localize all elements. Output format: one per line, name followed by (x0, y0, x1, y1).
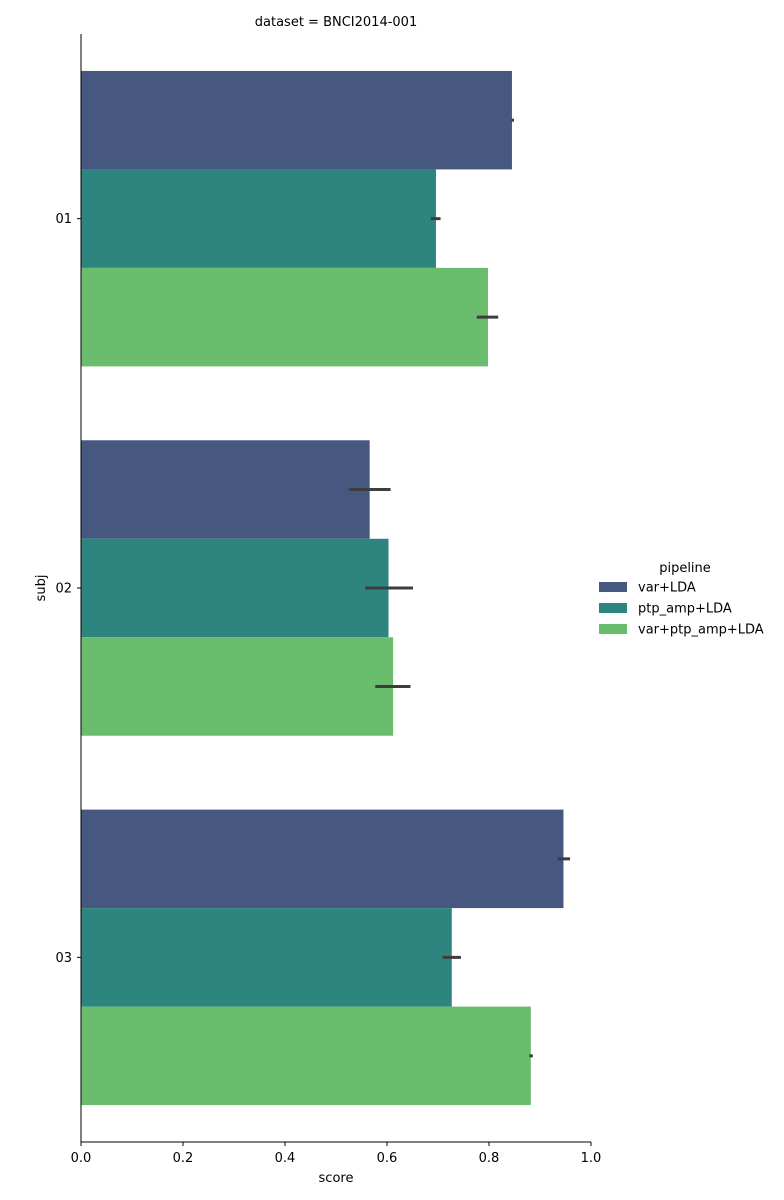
x-tick-label: 0.4 (275, 1151, 296, 1166)
bar (81, 70, 512, 170)
x-tick-label: 0.8 (479, 1151, 500, 1166)
legend-title: pipeline (659, 561, 711, 576)
legend-swatch (599, 582, 627, 592)
bar (81, 1006, 531, 1106)
bar (81, 538, 389, 638)
legend-swatch (599, 624, 627, 634)
axes-layer: 01 02 03 0.0 0.2 0.4 0.6 0.8 1.0 (55, 34, 601, 1166)
legend-label: var+LDA (638, 581, 696, 596)
legend-label: ptp_amp+LDA (638, 602, 732, 617)
bar (81, 169, 436, 268)
x-tick-label: 1.0 (581, 1151, 602, 1166)
bar (81, 440, 370, 539)
legend-label: var+ptp_amp+LDA (638, 623, 764, 638)
chart-title: dataset = BNCI2014-001 (255, 15, 417, 30)
x-tick-label: 0.2 (173, 1151, 194, 1166)
bar (81, 267, 488, 367)
y-tick-label: 03 (55, 951, 72, 966)
y-tick-label: 01 (55, 212, 72, 227)
x-axis-label: score (319, 1171, 354, 1186)
legend: pipeline var+LDA ptp_amp+LDA var+ptp_amp+L… (599, 561, 764, 638)
legend-swatch (599, 603, 627, 613)
bars-layer (81, 70, 564, 1106)
x-tick-label: 0.6 (377, 1151, 398, 1166)
x-tick-label: 0.0 (71, 1151, 92, 1166)
legend-items: var+LDA ptp_amp+LDA var+ptp_amp+LDA (599, 581, 764, 638)
bar (81, 908, 452, 1007)
error-bars-layer (348, 118, 571, 1058)
y-axis-label: subj (34, 575, 49, 602)
bar (81, 637, 394, 736)
bar (81, 809, 564, 909)
y-tick-label: 02 (55, 582, 72, 597)
